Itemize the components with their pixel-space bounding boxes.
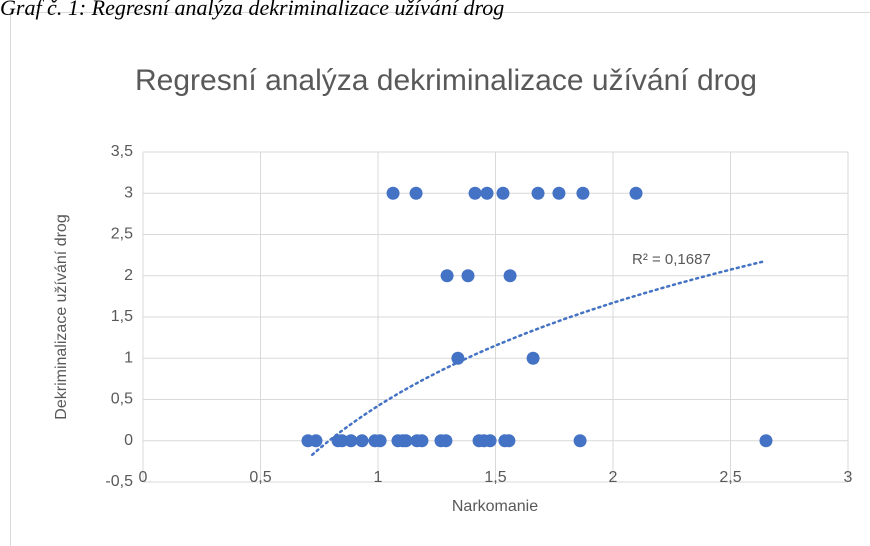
data-point (629, 186, 643, 200)
y-axis-title: Dekriminalizace užívání drog (53, 214, 70, 419)
data-point (759, 434, 773, 448)
data-point (409, 186, 423, 200)
x-tick-label: 3 (844, 469, 853, 486)
data-point (573, 434, 587, 448)
data-point (440, 269, 454, 283)
y-tick-label: 0 (124, 432, 133, 449)
chart-border (10, 12, 870, 546)
x-tick-label: 1,5 (484, 469, 506, 486)
y-tick-label: 3,5 (111, 143, 133, 160)
x-axis-title: Narkomanie (452, 498, 538, 515)
y-tick-label: 1,5 (111, 308, 133, 325)
x-tick-label: 2,5 (719, 469, 741, 486)
data-point (576, 186, 590, 200)
x-tick-label: 0,5 (249, 469, 271, 486)
data-point (502, 434, 516, 448)
trendline-label: R² = 0,1687 (632, 251, 711, 268)
y-tick-label: 2 (124, 267, 133, 284)
caption: Graf č. 1: Regresní analýza dekriminaliz… (0, 0, 504, 20)
data-point (496, 186, 510, 200)
data-point (503, 269, 517, 283)
data-point (373, 434, 387, 448)
data-point (344, 434, 358, 448)
data-point (439, 434, 453, 448)
y-tick-label: 1 (124, 349, 133, 366)
x-tick-label: 0 (139, 469, 148, 486)
data-point (335, 434, 349, 448)
x-tick-label: 1 (374, 469, 383, 486)
y-tick-label: 3 (124, 184, 133, 201)
y-tick-label: -0,5 (105, 473, 133, 490)
data-point (483, 434, 497, 448)
data-point (526, 351, 540, 365)
data-point (415, 434, 429, 448)
data-point (531, 186, 545, 200)
data-point (468, 186, 482, 200)
data-point (480, 186, 494, 200)
trendline (310, 259, 768, 457)
data-point (461, 269, 475, 283)
y-tick-label: 0,5 (111, 391, 133, 408)
data-point (552, 186, 566, 200)
chart-title: Regresní analýza dekriminalizace užívání… (135, 64, 757, 97)
x-tick-label: 2 (609, 469, 618, 486)
data-point (355, 434, 369, 448)
data-point (386, 186, 400, 200)
data-point (309, 434, 323, 448)
data-point (399, 434, 413, 448)
y-tick-label: 2,5 (111, 226, 133, 243)
